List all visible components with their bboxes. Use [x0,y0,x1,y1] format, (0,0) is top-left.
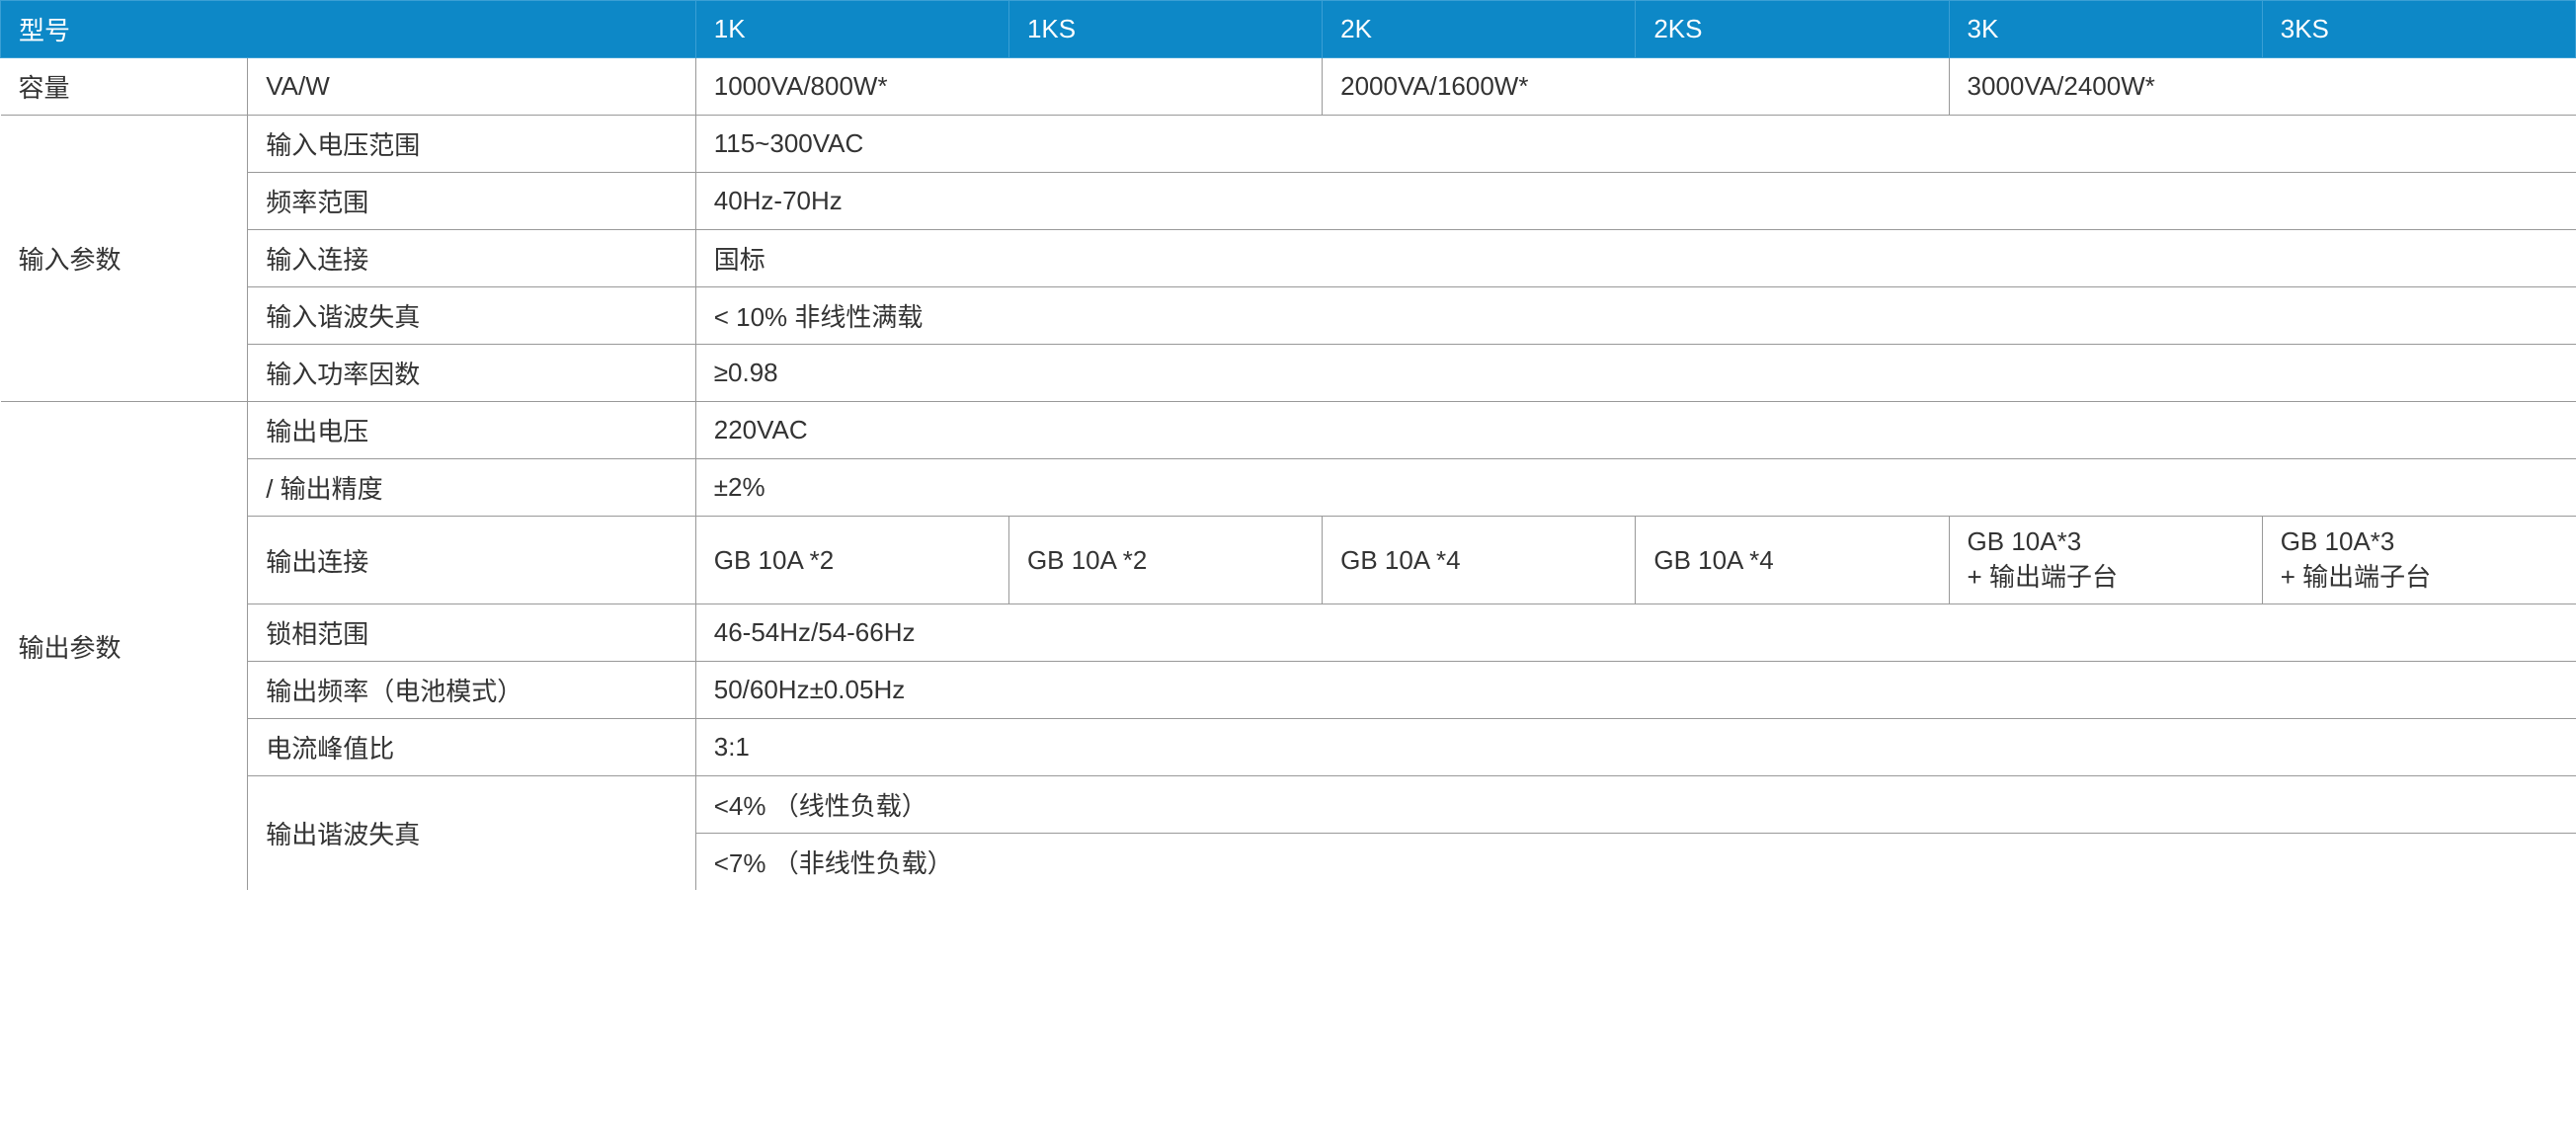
cell-input-cat: 输入参数 [1,116,248,402]
header-model-1ks: 1KS [1008,1,1322,58]
row-output-voltage: 输出参数 输出电压 220VAC [1,402,2576,459]
cell-output-thd-linear: <4% （线性负载） [695,776,2575,834]
cell-output-freqbatt-param: 输出频率（电池模式） [248,662,696,719]
cell-output-pll-param: 锁相范围 [248,604,696,662]
header-model-label: 型号 [1,1,696,58]
cell-output-conn-v5: GB 10A*3 + 输出端子台 [1949,517,2262,604]
row-output-pll: 锁相范围 46-54Hz/54-66Hz [1,604,2576,662]
cell-output-accuracy-param: / 输出精度 [248,459,696,517]
cell-output-voltage-val: 220VAC [695,402,2575,459]
cell-capacity-v1: 1000VA/800W* [695,58,1322,116]
cell-input-conn-param: 输入连接 [248,230,696,287]
cell-output-thd-param: 输出谐波失真 [248,776,696,891]
cell-output-conn-v4: GB 10A *4 [1636,517,1949,604]
cell-input-pf-param: 输入功率因数 [248,345,696,402]
cell-input-freq-val: 40Hz-70Hz [695,173,2575,230]
row-input-conn: 输入连接 国标 [1,230,2576,287]
cell-output-conn-v3: GB 10A *4 [1323,517,1636,604]
cell-input-voltage-param: 输入电压范围 [248,116,696,173]
cell-output-crest-param: 电流峰值比 [248,719,696,776]
cell-output-pll-val: 46-54Hz/54-66Hz [695,604,2575,662]
row-input-voltage: 输入参数 输入电压范围 115~300VAC [1,116,2576,173]
cell-output-thd-nonlinear: <7% （非线性负载） [695,834,2575,891]
header-model-3ks: 3KS [2262,1,2575,58]
row-output-freqbatt: 输出频率（电池模式） 50/60Hz±0.05Hz [1,662,2576,719]
cell-capacity-cat: 容量 [1,58,248,116]
table-header-row: 型号 1K 1KS 2K 2KS 3K 3KS [1,1,2576,58]
row-input-pf: 输入功率因数 ≥0.98 [1,345,2576,402]
cell-input-conn-val: 国标 [695,230,2575,287]
cell-input-voltage-val: 115~300VAC [695,116,2575,173]
cell-output-conn-v6: GB 10A*3 + 输出端子台 [2262,517,2575,604]
cell-capacity-param: VA/W [248,58,696,116]
row-input-freq: 频率范围 40Hz-70Hz [1,173,2576,230]
cell-output-cat: 输出参数 [1,402,248,891]
cell-output-accuracy-val: ±2% [695,459,2575,517]
row-output-conn: 输出连接 GB 10A *2 GB 10A *2 GB 10A *4 GB 10… [1,517,2576,604]
cell-capacity-v2: 2000VA/1600W* [1323,58,1949,116]
row-output-crest: 电流峰值比 3:1 [1,719,2576,776]
header-model-2ks: 2KS [1636,1,1949,58]
row-output-thd-linear: 输出谐波失真 <4% （线性负载） [1,776,2576,834]
cell-input-thd-param: 输入谐波失真 [248,287,696,345]
header-model-2k: 2K [1323,1,1636,58]
cell-output-conn-v2: GB 10A *2 [1008,517,1322,604]
row-input-thd: 输入谐波失真 < 10% 非线性满载 [1,287,2576,345]
spec-table: 型号 1K 1KS 2K 2KS 3K 3KS 容量 VA/W 1000VA/8… [0,0,2576,890]
cell-output-freqbatt-val: 50/60Hz±0.05Hz [695,662,2575,719]
cell-output-conn-v1: GB 10A *2 [695,517,1008,604]
cell-output-conn-param: 输出连接 [248,517,696,604]
cell-output-voltage-param: 输出电压 [248,402,696,459]
header-model-1k: 1K [695,1,1008,58]
cell-input-thd-val: < 10% 非线性满载 [695,287,2575,345]
row-output-accuracy: / 输出精度 ±2% [1,459,2576,517]
cell-input-pf-val: ≥0.98 [695,345,2575,402]
cell-capacity-v3: 3000VA/2400W* [1949,58,2575,116]
cell-input-freq-param: 频率范围 [248,173,696,230]
row-capacity: 容量 VA/W 1000VA/800W* 2000VA/1600W* 3000V… [1,58,2576,116]
cell-output-crest-val: 3:1 [695,719,2575,776]
header-model-3k: 3K [1949,1,2262,58]
